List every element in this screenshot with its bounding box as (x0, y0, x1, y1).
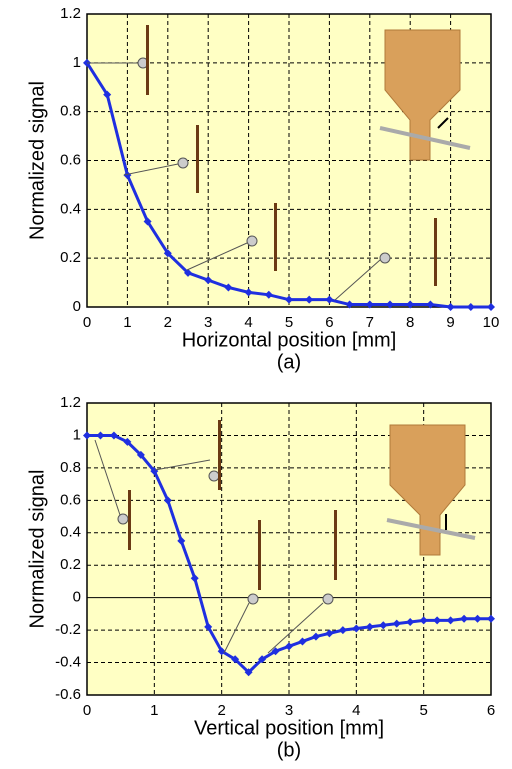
data-point (103, 90, 112, 99)
data-point (123, 171, 132, 180)
annotations (87, 25, 476, 654)
y-tick-label: 1.2 (60, 394, 81, 411)
data-point (426, 300, 435, 309)
y-tick-label: 0.6 (60, 151, 81, 168)
x-tick-label: 8 (406, 314, 414, 331)
data-point (143, 217, 152, 226)
data-point (271, 647, 280, 656)
x-tick-label: 6 (487, 702, 495, 719)
data-point (473, 614, 482, 623)
y-tick-label: 1 (73, 54, 81, 71)
data-point (392, 619, 401, 628)
data-point (258, 655, 267, 664)
y-tick-label: 0.2 (60, 556, 81, 573)
data-point (446, 303, 455, 311)
data-point (184, 268, 192, 277)
data-point (338, 626, 347, 635)
data-point (365, 300, 374, 309)
data-point (204, 276, 213, 285)
data-point (487, 303, 495, 311)
data-point (285, 295, 293, 304)
y-tick-label: 0.8 (60, 103, 81, 120)
data-point (244, 668, 253, 677)
y-tick-label: 0.2 (60, 249, 81, 266)
x-axis-label: Horizontal position [mm] (182, 329, 397, 351)
data-point (163, 496, 172, 505)
caption: (b) (277, 739, 301, 761)
data-point (433, 616, 442, 625)
data-point (177, 536, 186, 545)
data-point (264, 290, 273, 299)
data-point (460, 614, 469, 623)
x-tick-label: 4 (244, 314, 252, 331)
y-axis-label: Normalized signal (26, 470, 48, 629)
data-point (136, 450, 145, 459)
data-point (163, 249, 172, 258)
x-tick-label: 10 (483, 314, 500, 331)
data-point (224, 283, 233, 292)
y-tick-label: -0.6 (55, 686, 81, 703)
plot-frame (86, 13, 492, 308)
data-point (311, 632, 320, 641)
x-tick-label: 9 (446, 314, 454, 331)
x-tick-label: 5 (285, 314, 293, 331)
data-point (204, 622, 213, 631)
x-tick-label: 3 (285, 702, 293, 719)
plot-frame (86, 402, 492, 696)
x-tick-label: 0 (83, 702, 91, 719)
x-tick-label: 6 (325, 314, 333, 331)
y-tick-label: 1.2 (60, 5, 81, 22)
y-tick-label: 0.4 (60, 200, 81, 217)
y-tick-label: 0 (73, 589, 81, 606)
data-point (109, 431, 118, 440)
data-point (123, 437, 132, 446)
x-axis-label: Vertical position [mm] (194, 717, 384, 739)
data-point (285, 642, 293, 651)
data-point (386, 300, 394, 309)
x-tick-label: 3 (204, 314, 212, 331)
y-tick-label: -0.4 (55, 654, 81, 671)
y-tick-label: 1 (73, 426, 81, 443)
data-point (466, 303, 475, 311)
y-tick-label: 0 (73, 298, 81, 315)
data-point (150, 467, 159, 476)
data-point (325, 629, 334, 638)
y-tick-label: -0.2 (55, 621, 81, 638)
data-point (298, 637, 307, 646)
data-point (446, 616, 455, 625)
x-tick-label: 2 (217, 702, 225, 719)
data-point (325, 295, 334, 304)
data-point (231, 655, 240, 664)
x-tick-label: 2 (164, 314, 172, 331)
data-point (83, 431, 91, 440)
data-point (345, 300, 354, 309)
data-point (96, 431, 105, 440)
x-tick-label: 0 (83, 314, 91, 331)
x-tick-label: 7 (366, 314, 374, 331)
x-tick-label: 1 (150, 702, 158, 719)
x-tick-label: 4 (352, 702, 360, 719)
data-point (217, 647, 226, 656)
x-tick-label: 1 (123, 314, 131, 331)
data-point (244, 288, 253, 297)
y-axis-label: Normalized signal (26, 81, 48, 240)
data-point (419, 616, 428, 625)
x-tick-label: 5 (419, 702, 427, 719)
data-point (352, 624, 361, 633)
caption: (a) (277, 351, 301, 373)
data-point (406, 300, 415, 309)
y-tick-label: 0.6 (60, 491, 81, 508)
data-point (305, 295, 314, 304)
y-tick-label: 0.8 (60, 459, 81, 476)
data-point (365, 622, 374, 631)
data-point (487, 614, 495, 623)
data-point (406, 618, 415, 626)
y-tick-label: 0.4 (60, 524, 81, 541)
data-point (190, 574, 199, 583)
data-point (379, 621, 388, 630)
